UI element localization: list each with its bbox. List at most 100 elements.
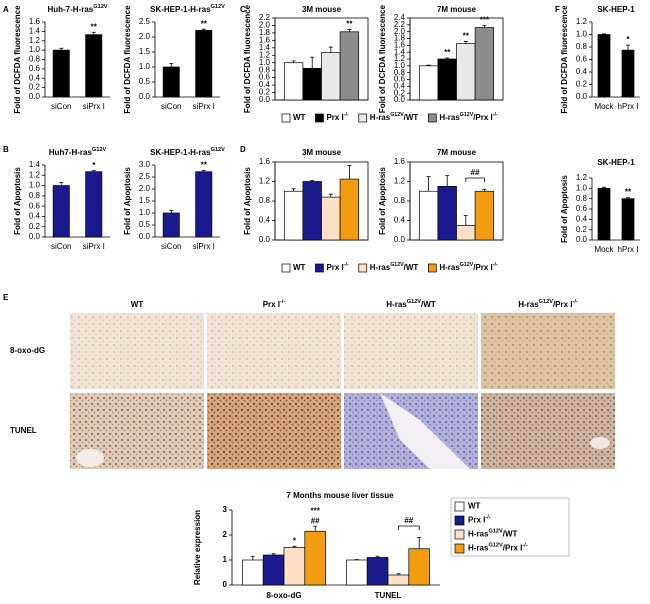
y-tick-label: 0.8 <box>259 65 271 74</box>
y-tick-label: 1.6 <box>394 157 406 166</box>
y-tick-label: 1.2 <box>29 36 41 45</box>
y-axis-label: Fold of DCFDA fluorescence <box>378 4 387 113</box>
y-tick-label: 1 <box>223 555 228 564</box>
chart-title: SK-HEP-1 <box>597 5 635 14</box>
y-tick-label: 1.4 <box>29 160 41 169</box>
legend-swatch <box>315 263 324 273</box>
legend-swatch <box>454 529 465 540</box>
legend-label-part: -/- <box>344 262 349 268</box>
chart-title: 3M mouse <box>302 148 342 157</box>
y-tick-label: 1.0 <box>29 181 41 190</box>
x-tick-label: 8-oxo-dG <box>266 591 301 600</box>
legend-label-part: /Prx I <box>473 113 493 122</box>
legend-swatch <box>358 263 368 273</box>
bar <box>408 548 430 586</box>
micrograph <box>70 313 204 389</box>
chart-title-part: G12V <box>93 4 108 10</box>
micrograph <box>481 393 615 469</box>
bar <box>283 190 304 241</box>
error-bar <box>482 188 487 192</box>
legend-label-part: -/- <box>522 543 527 549</box>
error-bar <box>463 41 468 44</box>
micrograph <box>207 313 341 389</box>
bar <box>366 557 389 586</box>
bar <box>456 43 476 101</box>
x-tick-label: siPrx I <box>83 102 105 111</box>
chart-title-part: G12V <box>211 147 226 153</box>
panel-label: B <box>3 145 9 154</box>
y-tick-label: 1.2 <box>576 173 588 182</box>
legend-label-part: G12V <box>460 112 474 118</box>
y-tick-label: 2.5 <box>139 172 151 181</box>
bar <box>321 52 341 101</box>
y-tick-label: 0.0 <box>29 92 41 101</box>
bar <box>474 27 495 101</box>
panel-label: E <box>3 293 9 302</box>
column-label-part: /Prx I <box>553 300 573 309</box>
significance-label: ** <box>463 32 470 41</box>
legend-label-part: Prx I <box>326 113 343 122</box>
panel-label: C <box>240 5 246 14</box>
bar <box>283 62 304 101</box>
legend-swatch <box>454 501 465 512</box>
vessel <box>76 449 104 467</box>
y-tick-label: 1.2 <box>259 50 271 59</box>
x-tick-label: hPrx I <box>618 245 639 254</box>
y-tick-label: 0.6 <box>576 55 588 64</box>
significance-label: ** <box>201 19 208 28</box>
error-bar <box>396 573 401 575</box>
legend-label-part: G12V <box>390 262 404 268</box>
bar <box>52 185 70 238</box>
column-label: Prx I-/- <box>263 299 286 309</box>
chart-title-part: 3M mouse <box>302 5 342 14</box>
y-axis-label: Fold of DCFDA fluorescence <box>13 5 22 114</box>
bar <box>418 65 439 101</box>
chart-title: 7M mouse <box>437 148 477 157</box>
bar <box>437 186 457 241</box>
vessel <box>380 393 470 469</box>
bar <box>283 547 306 586</box>
error-bar <box>91 31 96 35</box>
bar <box>262 554 285 586</box>
error-bar <box>463 215 468 226</box>
error-bar <box>354 559 359 560</box>
y-tick-label: 0.2 <box>259 88 271 97</box>
error-bar <box>626 197 630 199</box>
error-bar <box>292 545 297 548</box>
error-bar <box>201 28 206 31</box>
significance-label: *** <box>311 506 321 515</box>
column-label-part: G12V <box>407 299 422 305</box>
y-tick-label: 0.6 <box>576 204 588 213</box>
error-bar <box>626 44 630 51</box>
y-tick-label: 1.6 <box>394 40 406 49</box>
legend-label: H-rasG12V/WT <box>370 112 419 122</box>
significance-label: ## <box>471 168 480 177</box>
y-tick-label: 2.0 <box>259 21 271 30</box>
bar <box>52 49 70 98</box>
y-tick-label: 1.0 <box>139 208 151 217</box>
chart-title-part: G12V <box>92 147 107 153</box>
y-tick-label: 0.5 <box>139 220 151 229</box>
y-axis-label: Fold of DCFDA fluorescence <box>123 5 132 114</box>
chart-title: SK-HEP-1-H-rasG12V <box>150 147 225 157</box>
legend-label: H-rasG12V/WT <box>370 262 419 272</box>
legend-label-part: G12V <box>460 262 474 268</box>
chart-title-part: Huh-7-H-ras <box>47 5 93 14</box>
x-tick-label: siCon <box>161 102 181 111</box>
legend-box <box>450 497 570 557</box>
y-tick-label: 0.8 <box>576 42 588 51</box>
y-tick-label: 1.0 <box>576 183 588 192</box>
legend-label-part: H-ras <box>370 113 391 122</box>
bar <box>85 34 103 98</box>
error-bar <box>201 170 206 172</box>
x-tick-label: siCon <box>51 102 71 111</box>
y-tick-label: 0.0 <box>576 92 588 101</box>
chart-title-part: SK-HEP-1-H-ras <box>150 148 211 157</box>
legend-label: H-rasG12V/Prx I-/- <box>439 262 498 272</box>
panel-label: A <box>3 5 9 14</box>
error-bar <box>328 193 333 198</box>
error-bar <box>59 182 64 186</box>
y-tick-label: 0.8 <box>29 191 41 200</box>
significance-label: * <box>293 536 297 545</box>
y-tick-label: 1.6 <box>259 157 271 166</box>
